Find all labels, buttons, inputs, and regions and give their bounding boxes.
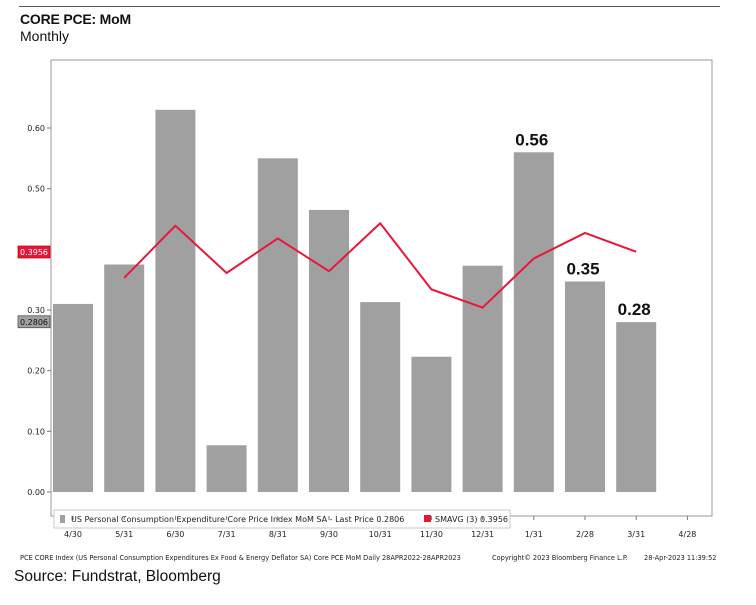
legend-box <box>53 509 511 529</box>
x-tick-label: 4/30 <box>64 530 82 539</box>
bar <box>206 445 247 492</box>
data-label: 0.56 <box>515 130 548 149</box>
x-tick-label: 1/31 <box>525 530 543 539</box>
y-tick-label: 0.00 <box>27 488 45 497</box>
tag-label: 0.2806 <box>20 318 48 327</box>
data-label: 0.35 <box>566 259 599 278</box>
bar <box>565 281 605 492</box>
footer-timestamp: 28-Apr-2023 11:39:52 <box>644 554 717 562</box>
bar <box>360 302 401 492</box>
x-tick-label: 6/30 <box>166 530 184 539</box>
footer-line: PCE CORE Index (US Personal Consumption … <box>20 554 720 566</box>
x-tick-label: 4/28 <box>678 530 696 539</box>
top-rule <box>19 6 720 7</box>
bar <box>155 109 196 493</box>
x-tick-label: 5/31 <box>115 530 133 539</box>
y-tick-label: 0.30 <box>27 306 45 315</box>
chart-title: CORE PCE: MoM <box>20 11 131 27</box>
x-tick-label: 12/31 <box>471 530 494 539</box>
legend-label-bars: US Personal Consumption Expenditure Core… <box>71 515 404 524</box>
last-price-tag-smavg: 0.3956 <box>17 245 51 259</box>
y-tick-label: 0.60 <box>27 124 45 133</box>
bar <box>257 158 298 493</box>
x-tick-label: 7/31 <box>218 530 236 539</box>
bar <box>462 265 503 492</box>
source-note: Source: Fundstrat, Bloomberg <box>14 568 221 585</box>
bar <box>513 152 554 492</box>
tag-label: 0.3956 <box>20 248 48 257</box>
bar <box>53 303 93 492</box>
footer-description: PCE CORE Index (US Personal Consumption … <box>20 554 461 562</box>
last-price-tag-bar: 0.2806 <box>17 315 51 329</box>
footer-copyright: Copyright© 2023 Bloomberg Finance L.P. <box>492 554 628 562</box>
x-tick-label: 8/31 <box>269 530 287 539</box>
y-tick-label: 0.20 <box>27 367 45 376</box>
tag-background <box>17 315 51 329</box>
bar <box>309 209 349 492</box>
legend-label-smavg: SMAVG (3) 0.3956 <box>435 515 508 524</box>
bar <box>616 322 657 492</box>
legend-swatch-bars <box>60 515 65 523</box>
tag-background <box>17 245 51 259</box>
legend-swatch-smavg <box>424 515 431 522</box>
bar <box>411 356 452 492</box>
x-tick-label: 11/30 <box>420 530 443 539</box>
data-label: 0.28 <box>618 300 651 319</box>
x-tick-label: 3/31 <box>627 530 645 539</box>
legend: US Personal Consumption Expenditure Core… <box>53 509 511 529</box>
smavg-line <box>123 222 637 309</box>
y-tick-label: 0.50 <box>27 185 45 194</box>
bar <box>104 264 145 492</box>
y-tick-label: 0.10 <box>27 427 45 436</box>
x-tick-label: 2/28 <box>576 530 594 539</box>
chart-subtitle: Monthly <box>20 28 70 44</box>
x-tick-label: 9/30 <box>320 530 338 539</box>
x-tick-label: 10/31 <box>369 530 392 539</box>
